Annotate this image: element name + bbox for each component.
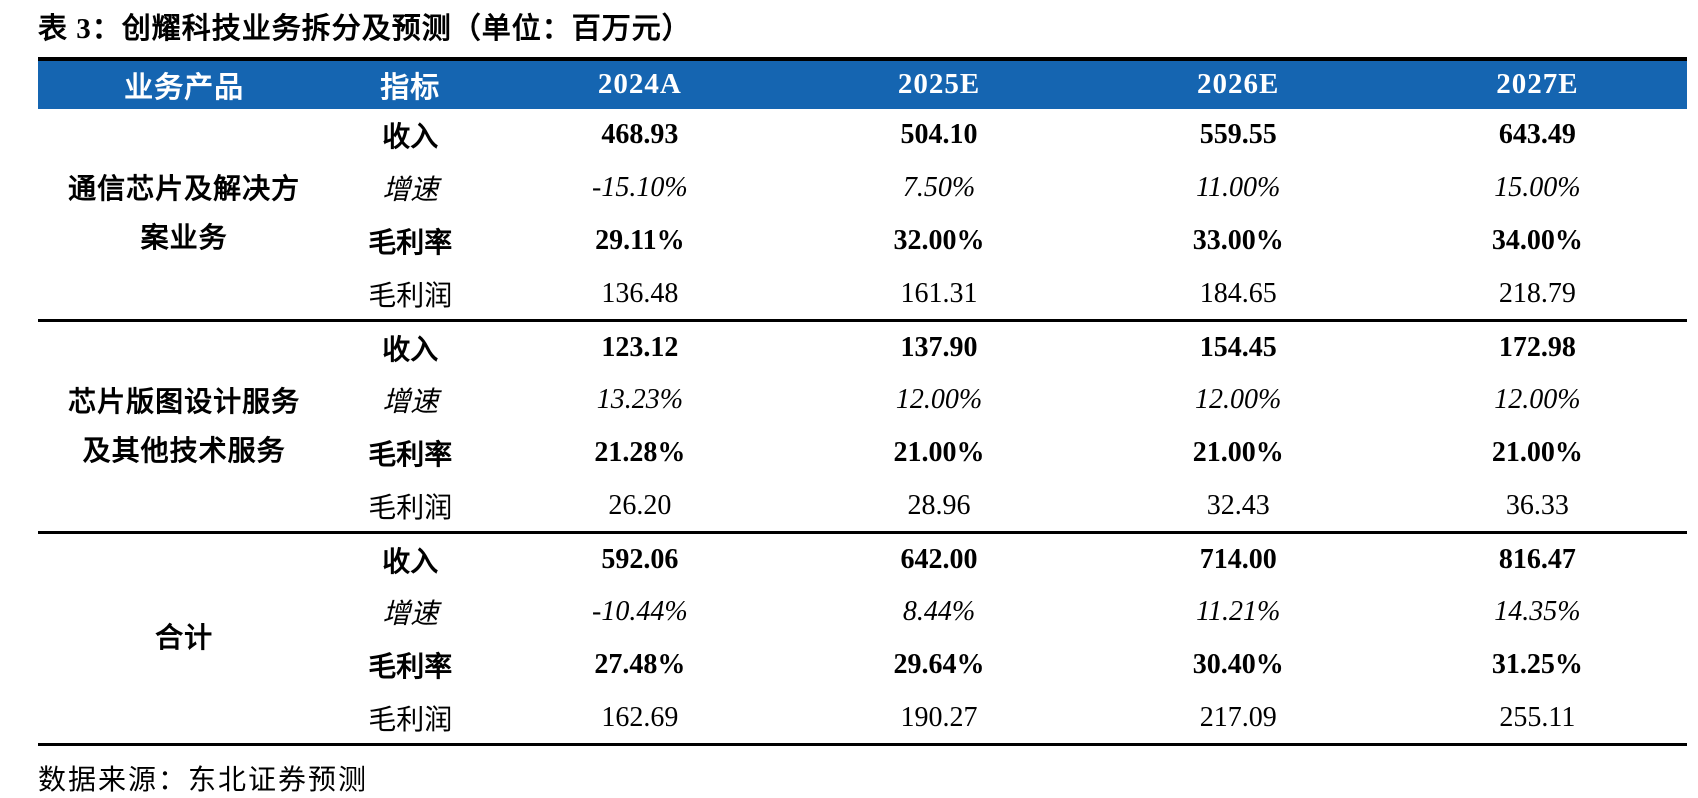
metric-cell: 收入 <box>382 122 439 154</box>
metric-cell: 毛利率 <box>368 440 453 472</box>
value-cell: 21.00% <box>1192 437 1284 469</box>
value-cell: 154.45 <box>1199 332 1277 364</box>
value-cell: 21.00% <box>1491 437 1583 469</box>
value-cell: 190.27 <box>789 691 1089 747</box>
value-cell: 7.50% <box>902 172 976 204</box>
value-cell: 642.00 <box>900 544 978 576</box>
table-row: 毛利率 29.11% 32.00% 33.00% 34.00% <box>38 215 1687 268</box>
data-source: 数据来源：东北证券预测 <box>38 765 369 797</box>
value-cell: 255.11 <box>1387 691 1687 747</box>
col-header-2024a: 2024A <box>490 58 790 109</box>
value-cell: 816.47 <box>1498 544 1576 576</box>
value-cell: 26.20 <box>490 479 790 535</box>
metric-cell: 毛利率 <box>368 652 453 684</box>
table-row: 毛利润 162.69 190.27 217.09 255.11 <box>38 691 1687 747</box>
value-cell: 162.69 <box>490 691 790 747</box>
product-cell-total: 合计 <box>38 532 331 747</box>
value-cell: 11.21% <box>1196 596 1281 628</box>
value-cell: 15.00% <box>1494 172 1581 204</box>
col-header-2027e: 2027E <box>1387 58 1687 109</box>
value-cell: 13.23% <box>596 384 684 416</box>
value-cell: 29.11% <box>595 225 685 257</box>
metric-cell: 毛利润 <box>330 479 491 535</box>
col-header-product: 业务产品 <box>38 58 331 109</box>
header-row: 业务产品 指标 2024A 2025E 2026E 2027E <box>38 58 1687 109</box>
value-cell: 123.12 <box>601 332 679 364</box>
value-cell: 8.44% <box>902 596 976 628</box>
table-row: 增速 -15.10% 7.50% 11.00% 15.00% <box>38 162 1687 215</box>
value-cell: 34.00% <box>1491 225 1583 257</box>
value-cell: 27.48% <box>594 649 686 681</box>
business-forecast-table: 业务产品 指标 2024A 2025E 2026E 2027E 通信芯片及解决方… <box>38 56 1687 747</box>
value-cell: 31.25% <box>1491 649 1583 681</box>
value-cell: 172.98 <box>1498 332 1576 364</box>
value-cell: 592.06 <box>601 544 679 576</box>
table-row: 合计 收入 592.06 642.00 714.00 816.47 <box>38 532 1687 747</box>
value-cell: 136.48 <box>490 267 790 323</box>
value-cell: 36.33 <box>1387 479 1687 535</box>
metric-cell: 毛利润 <box>330 267 491 323</box>
table-row: 毛利率 27.48% 29.64% 30.40% 31.25% <box>38 639 1687 692</box>
table-row: 增速 -10.44% 8.44% 11.21% 14.35% <box>38 586 1687 639</box>
value-cell: 137.90 <box>900 332 978 364</box>
value-cell: -15.10% <box>592 172 688 204</box>
col-header-2026e: 2026E <box>1088 58 1388 109</box>
table-row: 毛利润 136.48 161.31 184.65 218.79 <box>38 267 1687 323</box>
value-cell: 30.40% <box>1192 649 1284 681</box>
table-row: 芯片版图设计服务及其他技术服务 收入 123.12 137.90 154.45 … <box>38 320 1687 535</box>
value-cell: 504.10 <box>900 119 978 151</box>
value-cell: 12.00% <box>895 384 983 416</box>
value-cell: 468.93 <box>601 119 679 151</box>
metric-cell: 毛利润 <box>330 691 491 747</box>
metric-cell: 增速 <box>382 175 439 207</box>
value-cell: 12.00% <box>1195 384 1282 416</box>
table-row: 通信芯片及解决方案业务 收入 468.93 504.10 559.55 643.… <box>38 108 1687 323</box>
value-cell: 32.43 <box>1088 479 1388 535</box>
metric-cell: 收入 <box>382 335 439 367</box>
value-cell: 161.31 <box>789 267 1089 323</box>
table-row: 毛利率 21.28% 21.00% 21.00% 21.00% <box>38 427 1687 480</box>
value-cell: 21.00% <box>893 437 985 469</box>
table-row: 毛利润 26.20 28.96 32.43 36.33 <box>38 479 1687 535</box>
value-cell: 184.65 <box>1088 267 1388 323</box>
col-header-metric: 指标 <box>330 58 491 109</box>
value-cell: 218.79 <box>1387 267 1687 323</box>
value-cell: 12.00% <box>1494 384 1581 416</box>
product-cell-group2: 芯片版图设计服务及其他技术服务 <box>38 320 331 535</box>
value-cell: 33.00% <box>1192 225 1284 257</box>
value-cell: 217.09 <box>1088 691 1388 747</box>
value-cell: 11.00% <box>1196 172 1281 204</box>
table-title: 表 3：创耀科技业务拆分及预测（单位：百万元） <box>38 13 692 45</box>
value-cell: 28.96 <box>789 479 1089 535</box>
value-cell: 714.00 <box>1199 544 1277 576</box>
table-row: 增速 13.23% 12.00% 12.00% 12.00% <box>38 374 1687 427</box>
value-cell: -10.44% <box>592 596 688 628</box>
value-cell: 29.64% <box>893 649 985 681</box>
metric-cell: 增速 <box>382 599 439 631</box>
metric-cell: 毛利率 <box>368 228 453 260</box>
value-cell: 643.49 <box>1498 119 1576 151</box>
value-cell: 32.00% <box>893 225 985 257</box>
value-cell: 559.55 <box>1199 119 1277 151</box>
value-cell: 14.35% <box>1494 596 1581 628</box>
value-cell: 21.28% <box>594 437 686 469</box>
product-cell-group1: 通信芯片及解决方案业务 <box>38 108 331 323</box>
metric-cell: 收入 <box>382 547 439 579</box>
col-header-2025e: 2025E <box>789 58 1089 109</box>
metric-cell: 增速 <box>382 387 439 419</box>
